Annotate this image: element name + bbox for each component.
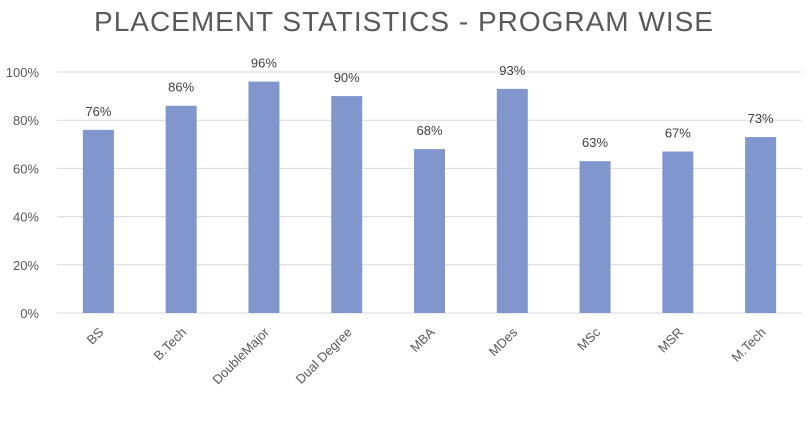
bar bbox=[248, 81, 280, 313]
bar bbox=[579, 161, 611, 313]
data-label: 63% bbox=[582, 135, 608, 150]
category-label: BS bbox=[84, 324, 107, 347]
category-label: MSc bbox=[574, 324, 603, 353]
data-label: 93% bbox=[499, 63, 525, 78]
y-tick-label: 0% bbox=[20, 306, 39, 321]
category-label: MSR bbox=[655, 325, 686, 356]
category-label: MDes bbox=[486, 324, 521, 359]
data-label: 86% bbox=[168, 80, 194, 95]
bar bbox=[165, 105, 197, 314]
y-tick-label: 40% bbox=[13, 210, 39, 225]
category-label: MBA bbox=[407, 324, 438, 355]
category-label: B.Tech bbox=[151, 325, 190, 364]
data-label: 96% bbox=[251, 56, 277, 71]
category-label: DoubleMajor bbox=[209, 324, 272, 387]
y-tick-label: 100% bbox=[6, 65, 40, 80]
category-label: Dual Degree bbox=[293, 325, 355, 387]
bar bbox=[496, 88, 528, 314]
bar bbox=[745, 137, 777, 313]
data-label: 68% bbox=[416, 123, 442, 138]
data-label: 73% bbox=[748, 111, 774, 126]
y-tick-label: 60% bbox=[13, 161, 39, 176]
data-label: 76% bbox=[85, 104, 111, 119]
bar bbox=[82, 129, 114, 313]
y-tick-label: 20% bbox=[13, 258, 39, 273]
bar bbox=[662, 151, 694, 313]
data-label: 67% bbox=[665, 126, 691, 141]
y-tick-label: 80% bbox=[13, 113, 39, 128]
bar bbox=[331, 96, 363, 313]
category-label: M.Tech bbox=[728, 325, 768, 365]
chart-title: PLACEMENT STATISTICS - PROGRAM WISE bbox=[94, 6, 714, 37]
bar bbox=[414, 149, 445, 313]
data-label: 90% bbox=[334, 70, 360, 85]
